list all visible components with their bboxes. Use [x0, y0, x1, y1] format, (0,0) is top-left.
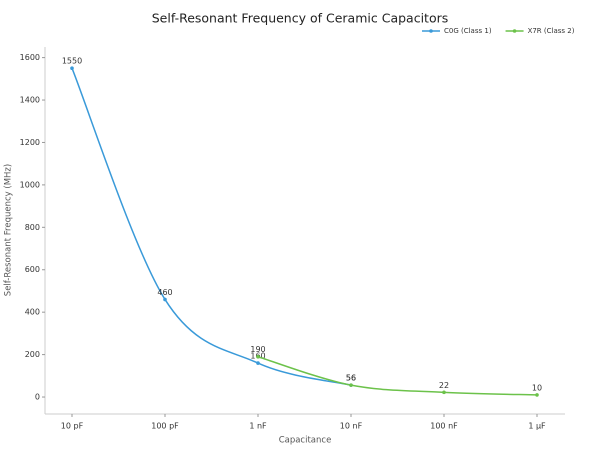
data-label: 56	[346, 374, 356, 383]
y-tick-label: 600	[25, 265, 40, 274]
y-tick-label: 1000	[20, 180, 40, 189]
data-label: 190	[250, 345, 265, 354]
legend-label: C0G (Class 1)	[444, 27, 492, 35]
x-tick-label: 1 nF	[249, 422, 267, 431]
x-tick-label: 100 nF	[430, 422, 458, 431]
y-tick-label: 400	[25, 308, 40, 317]
legend-label: X7R (Class 2)	[528, 27, 575, 35]
y-tick-label: 200	[25, 350, 40, 359]
x-tick-label: 1 µF	[528, 422, 546, 431]
data-label: 460	[157, 288, 172, 297]
legend-marker	[429, 29, 433, 33]
point	[256, 361, 260, 365]
x-tick-label: 10 nF	[340, 422, 363, 431]
legend-marker	[512, 29, 517, 33]
series-line	[257, 356, 538, 396]
y-tick-label: 1600	[20, 53, 40, 62]
x-tick-label: 10 pF	[61, 422, 84, 431]
y-tick-label: 1400	[20, 96, 40, 105]
y-tick-label: 1200	[20, 138, 40, 147]
y-tick-label: 0	[35, 393, 40, 402]
point	[535, 393, 539, 397]
data-label: 22	[439, 381, 449, 390]
series-line	[71, 67, 352, 386]
point	[349, 383, 353, 387]
point	[163, 297, 167, 302]
data-label: 1550	[62, 57, 82, 66]
x-axis-label: Capacitance	[279, 436, 332, 446]
point	[442, 390, 446, 395]
point	[256, 354, 260, 359]
point	[70, 66, 74, 71]
x-tick-label: 100 pF	[151, 422, 179, 431]
y-tick-label: 800	[25, 223, 40, 232]
y-axis-label: Self-Resonant Frequency (MHz)	[4, 164, 14, 296]
data-label: 56	[346, 374, 356, 383]
chart-title: Self-Resonant Frequency of Ceramic Capac…	[152, 11, 449, 26]
data-label: 10	[532, 383, 542, 392]
